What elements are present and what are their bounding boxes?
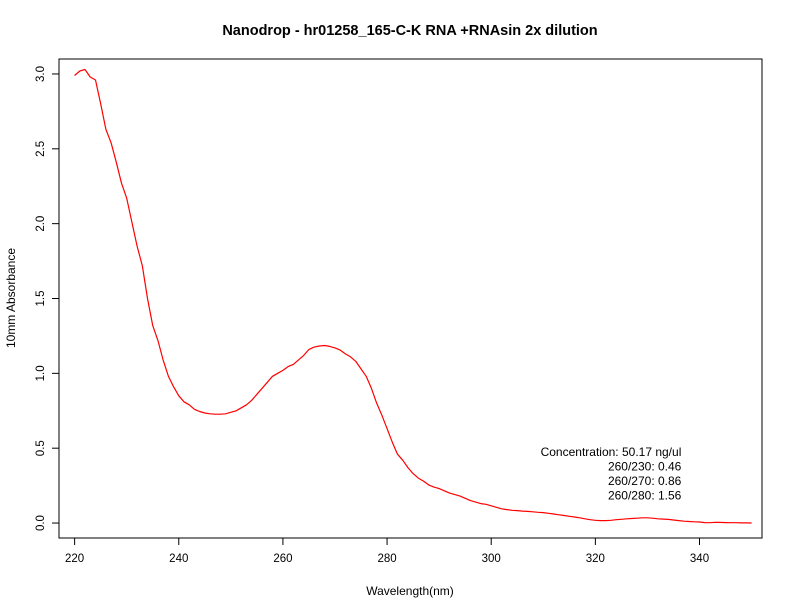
y-tick-label: 1.5 [35, 291, 47, 307]
absorbance-line [74, 68, 752, 524]
y-axis-label: 10mm Absorbance [4, 248, 18, 348]
y-tick-label: 2.5 [35, 141, 47, 157]
annotation-line: Concentration: 50.17 ng/ul [541, 445, 682, 459]
annotation-line: 260/230: 0.46 [608, 460, 682, 474]
y-tick-label: 2.0 [35, 216, 47, 232]
y-tick-label: 0.5 [35, 440, 47, 456]
x-tick-label: 280 [377, 553, 396, 565]
y-axis: 0.0 0.5 1.0 1.5 2.0 2.5 3.0 [35, 66, 60, 531]
y-tick-label: 0.0 [35, 515, 47, 531]
x-tick-label: 260 [273, 553, 292, 565]
x-tick-label: 340 [690, 553, 709, 565]
x-tick-label: 220 [65, 553, 84, 565]
x-axis-label: Wavelength(nm) [366, 584, 454, 598]
annotation-line: 260/270: 0.86 [608, 474, 682, 488]
series-layer [74, 68, 752, 524]
x-tick-label: 300 [482, 553, 501, 565]
y-tick-label: 3.0 [35, 66, 47, 82]
x-tick-label: 320 [586, 553, 605, 565]
x-tick-label: 240 [169, 553, 188, 565]
annotation-line: 260/280: 1.56 [608, 489, 682, 503]
x-axis: 220 240 260 280 300 320 340 [65, 537, 709, 565]
y-tick-label: 1.0 [35, 365, 47, 381]
chart-title: Nanodrop - hr01258_165-C-K RNA +RNAsin 2… [222, 23, 597, 39]
